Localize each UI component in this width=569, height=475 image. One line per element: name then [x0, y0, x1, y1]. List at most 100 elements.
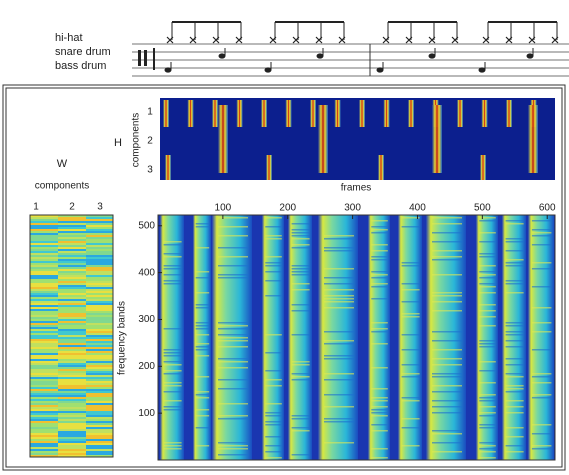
spectrogram-noise	[479, 445, 496, 447]
spectrogram-noise	[265, 334, 282, 336]
spectrogram-noise	[292, 310, 310, 312]
w-cell	[30, 231, 58, 233]
w-cell	[86, 295, 113, 297]
w-cell	[86, 377, 113, 379]
clef	[138, 50, 141, 66]
spectrogram-noise	[532, 445, 552, 447]
w-cell	[86, 383, 113, 385]
spectrogram-noise	[402, 316, 420, 318]
w-cell	[30, 435, 58, 437]
y-tick-label: 300	[138, 314, 155, 325]
w-cell	[86, 315, 113, 317]
spectrogram-noise	[371, 388, 388, 390]
spectrogram-noise	[371, 424, 388, 426]
w-cell	[86, 421, 113, 423]
spectrogram-noise	[432, 430, 462, 432]
spectrogram-noise	[324, 298, 354, 300]
spectrogram-noise	[164, 406, 182, 408]
w-cell	[58, 347, 86, 349]
spectrogram-noise	[265, 352, 282, 354]
w-cell	[30, 261, 58, 263]
w-cell	[30, 351, 58, 353]
w-cell	[30, 375, 58, 377]
w-cell	[30, 365, 58, 367]
spectrogram-noise	[324, 442, 354, 444]
spectrogram-noise	[324, 301, 354, 303]
w-cell	[30, 431, 58, 433]
spectrogram-noise	[402, 445, 420, 447]
h-x-label: frames	[341, 183, 372, 194]
w-cell	[86, 279, 113, 281]
w-cell	[30, 409, 58, 411]
w-cell	[86, 289, 113, 291]
spectrogram-noise	[506, 364, 524, 366]
spectrogram-noise	[402, 400, 420, 402]
spectrogram-noise	[324, 379, 354, 381]
spectrogram-noise	[196, 376, 210, 378]
w-cell	[30, 449, 58, 451]
w-cell	[86, 443, 113, 445]
spectrogram-noise	[506, 445, 524, 447]
w-cell	[30, 377, 58, 379]
spectrogram-noise	[265, 436, 282, 438]
w-cell	[86, 405, 113, 407]
w-cell	[58, 237, 86, 239]
spectrogram-noise	[532, 433, 552, 435]
w-cell	[58, 317, 86, 319]
spectrogram-noise	[265, 370, 282, 372]
spectrogram-noise	[432, 349, 462, 351]
spectrogram-noise	[164, 382, 182, 384]
instrument-label: snare drum	[55, 46, 111, 58]
w-cell	[30, 333, 58, 335]
instrument-label: hi-hat	[55, 32, 83, 44]
spectrogram-noise	[324, 358, 354, 360]
spectrogram-noise	[324, 373, 354, 375]
w-cell	[86, 343, 113, 345]
spectrogram-noise	[218, 265, 248, 267]
w-cell	[86, 419, 113, 421]
w-cell	[30, 299, 58, 301]
spectrogram-noise	[164, 409, 182, 411]
spectrogram-noise	[479, 292, 496, 294]
w-cell	[86, 259, 113, 261]
spectrogram-noise	[371, 331, 388, 333]
w-cell	[30, 259, 58, 261]
h-streak	[318, 105, 328, 173]
w-cell	[86, 227, 113, 229]
spectrogram-noise	[402, 262, 420, 264]
w-cell	[30, 327, 58, 329]
spectrogram-noise	[506, 259, 524, 261]
w-cell	[86, 239, 113, 241]
spectrogram-noise	[479, 415, 496, 417]
w-cell	[58, 285, 86, 287]
w-cell	[86, 333, 113, 335]
spectrogram-noise	[532, 244, 552, 246]
spectrogram-noise	[265, 457, 282, 459]
h-tick: 3	[147, 165, 153, 176]
w-cell	[86, 363, 113, 365]
spectrogram-noise	[265, 412, 282, 414]
spectrogram-noise	[164, 256, 182, 258]
h-streak	[286, 100, 292, 127]
w-cell	[58, 301, 86, 303]
w-cell	[58, 265, 86, 267]
w-cell	[58, 397, 86, 399]
spectrogram-noise	[506, 334, 524, 336]
w-cell	[86, 287, 113, 289]
spectrogram-noise	[479, 406, 496, 408]
w-cell	[58, 245, 86, 247]
spectrogram-noise	[292, 283, 310, 285]
w-cell	[58, 315, 86, 317]
w-cell	[86, 257, 113, 259]
spectrogram-noise	[479, 412, 496, 414]
spectrogram-noise	[479, 340, 496, 342]
w-cell	[30, 391, 58, 393]
y-tick-label: 200	[138, 361, 155, 372]
spectrogram-noise	[371, 274, 388, 276]
w-cell	[86, 367, 113, 369]
w-cell	[58, 351, 86, 353]
w-cell	[86, 271, 113, 273]
spectrogram-noise	[402, 265, 420, 267]
w-cell	[58, 423, 86, 425]
w-cell	[86, 385, 113, 387]
